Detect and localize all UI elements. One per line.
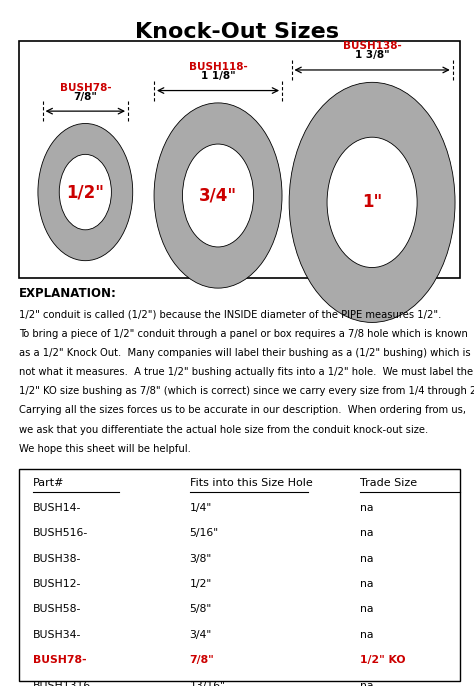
Text: 1": 1" [362, 193, 382, 211]
Text: 1/2": 1/2" [190, 579, 212, 589]
Text: 5/8": 5/8" [190, 604, 212, 615]
Text: 7/8": 7/8" [73, 91, 97, 102]
Text: not what it measures.  A true 1/2" bushing actually fits into a 1/2" hole.  We m: not what it measures. A true 1/2" bushin… [19, 367, 473, 377]
Text: na: na [360, 630, 374, 640]
Text: 1/2" KO: 1/2" KO [360, 655, 406, 665]
Text: BUSH118-: BUSH118- [189, 62, 247, 72]
Text: 7/8": 7/8" [190, 655, 214, 665]
Bar [19, 469, 460, 681]
Text: na: na [360, 681, 374, 686]
Text: 5/16": 5/16" [190, 528, 219, 539]
Text: na: na [360, 528, 374, 539]
Bar [19, 41, 460, 278]
Circle shape [182, 144, 254, 247]
Text: EXPLANATION:: EXPLANATION: [19, 287, 117, 300]
Text: Carrying all the sizes forces us to be accurate in our description.  When orderi: Carrying all the sizes forces us to be a… [19, 405, 466, 416]
Text: na: na [360, 554, 374, 564]
Text: 1 3/8": 1 3/8" [355, 50, 390, 60]
Text: We hope this sheet will be helpful.: We hope this sheet will be helpful. [19, 444, 191, 454]
Circle shape [59, 154, 111, 230]
Text: 3/4": 3/4" [199, 187, 237, 204]
Text: Knock-Out Sizes: Knock-Out Sizes [135, 22, 339, 42]
Text: 1/2" conduit is called (1/2") because the INSIDE diameter of the PIPE measures 1: 1/2" conduit is called (1/2") because th… [19, 309, 441, 320]
Circle shape [154, 103, 282, 288]
Text: 1/2": 1/2" [66, 183, 104, 201]
Text: 1/2" KO size bushing as 7/8" (which is correct) since we carry every size from 1: 1/2" KO size bushing as 7/8" (which is c… [19, 386, 474, 397]
Text: 13/16": 13/16" [190, 681, 226, 686]
Text: BUSH78-: BUSH78- [33, 655, 87, 665]
Text: na: na [360, 604, 374, 615]
Text: BUSH1316-: BUSH1316- [33, 681, 95, 686]
Text: BUSH38-: BUSH38- [33, 554, 82, 564]
Text: 3/8": 3/8" [190, 554, 212, 564]
Text: na: na [360, 503, 374, 513]
Text: BUSH138-: BUSH138- [343, 41, 401, 51]
Text: Fits into this Size Hole: Fits into this Size Hole [190, 478, 312, 488]
Text: 1/4": 1/4" [190, 503, 212, 513]
Text: Trade Size: Trade Size [360, 478, 418, 488]
Text: as a 1/2" Knock Out.  Many companies will label their bushing as a (1/2" bushing: as a 1/2" Knock Out. Many companies will… [19, 348, 471, 358]
Circle shape [289, 82, 455, 322]
Text: BUSH516-: BUSH516- [33, 528, 89, 539]
Text: we ask that you differentiate the actual hole size from the conduit knock-out si: we ask that you differentiate the actual… [19, 425, 428, 435]
Text: 1 1/8": 1 1/8" [201, 71, 236, 81]
Circle shape [38, 123, 133, 261]
Circle shape [327, 137, 417, 268]
Text: na: na [360, 579, 374, 589]
Text: Part#: Part# [33, 478, 64, 488]
Text: BUSH12-: BUSH12- [33, 579, 82, 589]
Text: BUSH58-: BUSH58- [33, 604, 82, 615]
Text: To bring a piece of 1/2" conduit through a panel or box requires a 7/8 hole whic: To bring a piece of 1/2" conduit through… [19, 329, 468, 339]
Text: BUSH34-: BUSH34- [33, 630, 82, 640]
Text: 3/4": 3/4" [190, 630, 212, 640]
Text: BUSH14-: BUSH14- [33, 503, 82, 513]
Text: BUSH78-: BUSH78- [60, 82, 111, 93]
